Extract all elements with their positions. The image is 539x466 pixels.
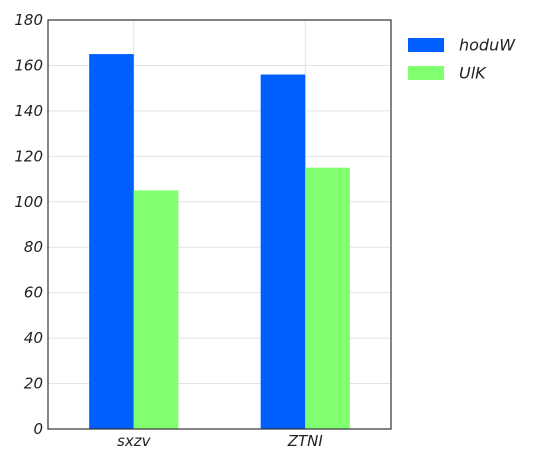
plot-frame [47,19,392,430]
y-axis-ticks: 0 20 40 60 80 100 120 140 160 180 [14,11,43,438]
bar-hoduW-sxzv [89,54,134,429]
y-tick-label: 120 [14,147,43,165]
legend-label: UlK [459,64,487,83]
y-tick-label: 160 [14,56,43,74]
y-tick-label: 140 [14,102,43,120]
bar-UlK-ZTNI [305,167,350,429]
y-tick-label: 60 [24,284,43,302]
legend-swatch-hoduW [408,38,444,52]
y-tick-label: 80 [24,238,43,256]
bars [89,54,350,430]
bar-UlK-sxzv [133,190,179,429]
y-tick-label: 0 [33,420,43,438]
y-tick-label: 40 [24,329,43,347]
y-tick-label: 100 [14,193,43,211]
legend-swatch-UlK [408,66,444,80]
x-tick-label: ZTNI [287,432,324,450]
y-tick-label: 20 [24,375,43,393]
y-tick-label: 180 [14,11,43,29]
x-axis-ticks: sxzv ZTNI [117,432,323,450]
legend: hoduW UlK [408,36,516,83]
x-tick-label: sxzv [117,432,152,450]
legend-label: hoduW [459,36,516,55]
bar-hoduW-ZTNI [260,74,306,430]
